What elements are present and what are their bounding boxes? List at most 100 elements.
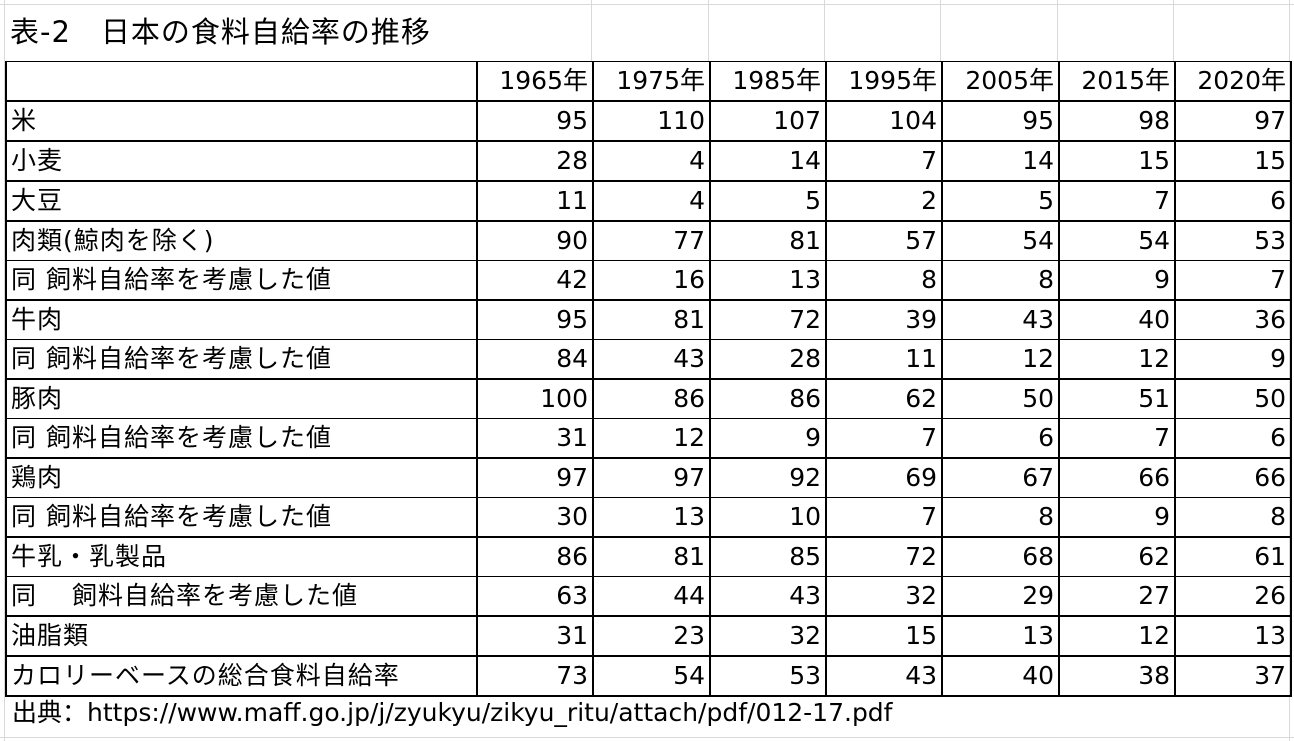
value-cell: 97 bbox=[592, 457, 711, 498]
value-cell: 8 bbox=[825, 260, 943, 301]
value-cell: 62 bbox=[825, 378, 943, 419]
value-cell: 15 bbox=[1058, 140, 1176, 182]
grid-line bbox=[591, 0, 592, 61]
row-label: 同 飼料自給率を考慮した値 bbox=[5, 418, 478, 459]
value-cell: 12 bbox=[941, 339, 1060, 380]
value-cell: 38 bbox=[1058, 655, 1176, 697]
value-cell: 68 bbox=[941, 536, 1060, 577]
value-cell: 13 bbox=[592, 497, 711, 538]
value-cell: 9 bbox=[1174, 339, 1292, 380]
row-label: 米 bbox=[5, 100, 478, 142]
row-label: 同 飼料自給率を考慮した値 bbox=[5, 339, 478, 380]
value-cell: 54 bbox=[1058, 220, 1176, 261]
value-cell: 92 bbox=[709, 457, 827, 498]
value-cell: 61 bbox=[1174, 536, 1292, 577]
value-cell: 67 bbox=[941, 457, 1060, 498]
grid-line bbox=[708, 0, 709, 61]
table-row: 油脂類 31 23 32 15 13 12 13 bbox=[5, 615, 1292, 657]
value-cell: 62 bbox=[1058, 536, 1176, 577]
value-cell: 12 bbox=[1058, 615, 1176, 657]
value-cell: 6 bbox=[941, 418, 1060, 459]
value-cell: 14 bbox=[941, 140, 1060, 182]
header-corner-cell bbox=[5, 61, 478, 102]
value-cell: 98 bbox=[1058, 100, 1176, 142]
source-citation: 出典：https://www.maff.go.jp/j/zyukyu/zikyu… bbox=[12, 698, 893, 727]
value-cell: 85 bbox=[709, 536, 827, 577]
value-cell: 2 bbox=[825, 180, 943, 222]
value-cell: 77 bbox=[592, 220, 711, 261]
value-cell: 66 bbox=[1058, 457, 1176, 498]
value-cell: 43 bbox=[941, 299, 1060, 340]
value-cell: 5 bbox=[709, 180, 827, 222]
value-cell: 44 bbox=[592, 576, 711, 617]
row-label: 牛乳・乳製品 bbox=[5, 536, 478, 577]
value-cell: 53 bbox=[1174, 220, 1292, 261]
value-cell: 6 bbox=[1174, 180, 1292, 222]
value-cell: 6 bbox=[1174, 418, 1292, 459]
value-cell: 4 bbox=[592, 140, 711, 182]
value-cell: 97 bbox=[1174, 100, 1292, 142]
value-cell: 66 bbox=[1174, 457, 1292, 498]
value-cell: 7 bbox=[825, 497, 943, 538]
value-cell: 10 bbox=[709, 497, 827, 538]
row-label: 同 飼料自給率を考慮した値 bbox=[5, 576, 478, 617]
value-cell: 11 bbox=[825, 339, 943, 380]
column-header: 1985年 bbox=[709, 61, 827, 102]
value-cell: 43 bbox=[825, 655, 943, 697]
value-cell: 8 bbox=[941, 260, 1060, 301]
value-cell: 43 bbox=[592, 339, 711, 380]
header-row: 1965年 1975年 1985年 1995年 2005年 2015年 2020年 bbox=[5, 61, 1292, 102]
row-label: 大豆 bbox=[5, 180, 478, 222]
value-cell: 9 bbox=[1058, 260, 1176, 301]
value-cell: 13 bbox=[941, 615, 1060, 657]
value-cell: 95 bbox=[476, 100, 594, 142]
table-row: 大豆 11 4 5 2 5 7 6 bbox=[5, 180, 1292, 222]
grid-line bbox=[1173, 0, 1174, 61]
value-cell: 13 bbox=[1174, 615, 1292, 657]
value-cell: 8 bbox=[941, 497, 1060, 538]
value-cell: 29 bbox=[941, 576, 1060, 617]
self-sufficiency-table: 1965年 1975年 1985年 1995年 2005年 2015年 2020年米 95 11… bbox=[5, 61, 1292, 697]
value-cell: 97 bbox=[476, 457, 594, 498]
value-cell: 53 bbox=[709, 655, 827, 697]
value-cell: 50 bbox=[1174, 378, 1292, 419]
table-row: 肉類(鯨肉を除く) 90 77 81 57 54 54 53 bbox=[5, 220, 1292, 261]
value-cell: 50 bbox=[941, 378, 1060, 419]
value-cell: 86 bbox=[592, 378, 711, 419]
value-cell: 11 bbox=[476, 180, 594, 222]
column-header: 1975年 bbox=[592, 61, 711, 102]
value-cell: 12 bbox=[1058, 339, 1176, 380]
value-cell: 7 bbox=[825, 418, 943, 459]
value-cell: 40 bbox=[941, 655, 1060, 697]
table-row: 鶏肉 97 97 92 69 67 66 66 bbox=[5, 457, 1292, 498]
table-row: カロリーベースの総合食料自給率 73 54 53 43 40 38 37 bbox=[5, 655, 1292, 697]
value-cell: 31 bbox=[476, 615, 594, 657]
row-label: 鶏肉 bbox=[5, 457, 478, 498]
value-cell: 39 bbox=[825, 299, 943, 340]
row-label: カロリーベースの総合食料自給率 bbox=[5, 655, 478, 697]
value-cell: 31 bbox=[476, 418, 594, 459]
column-header: 1995年 bbox=[825, 61, 943, 102]
value-cell: 37 bbox=[1174, 655, 1292, 697]
grid-line bbox=[824, 0, 825, 61]
table-row: 牛肉 95 81 72 39 43 40 36 bbox=[5, 299, 1292, 340]
grid-line bbox=[1057, 0, 1058, 61]
value-cell: 110 bbox=[592, 100, 711, 142]
value-cell: 84 bbox=[476, 339, 594, 380]
row-label: 同 飼料自給率を考慮した値 bbox=[5, 260, 478, 301]
value-cell: 107 bbox=[709, 100, 827, 142]
value-cell: 32 bbox=[709, 615, 827, 657]
value-cell: 40 bbox=[1058, 299, 1176, 340]
value-cell: 42 bbox=[476, 260, 594, 301]
value-cell: 54 bbox=[941, 220, 1060, 261]
table-row: 牛乳・乳製品 86 81 85 72 68 62 61 bbox=[5, 536, 1292, 577]
value-cell: 27 bbox=[1058, 576, 1176, 617]
value-cell: 81 bbox=[592, 299, 711, 340]
value-cell: 95 bbox=[476, 299, 594, 340]
table-row: 同 飼料自給率を考慮した値 31 12 9 7 6 7 6 bbox=[5, 418, 1292, 459]
column-header: 2015年 bbox=[1058, 61, 1176, 102]
value-cell: 54 bbox=[592, 655, 711, 697]
value-cell: 32 bbox=[825, 576, 943, 617]
value-cell: 81 bbox=[592, 536, 711, 577]
